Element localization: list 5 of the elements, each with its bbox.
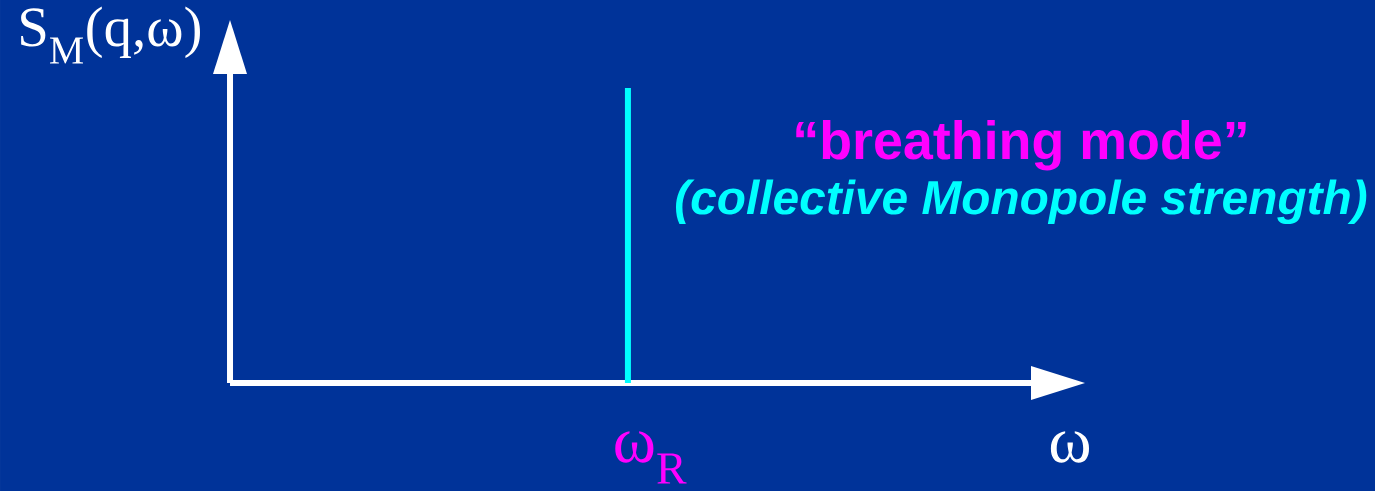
y-axis-title: S$_{M}$(q,ω) <box>21 6 200 64</box>
annotation: (collective Monopole strength) <box>675 179 1367 225</box>
x-tick-label: ω$_{R}$ <box>615 431 687 484</box>
x-axis-title: ω <box>1050 431 1090 463</box>
annotation: “breathing mode” <box>796 120 1246 171</box>
